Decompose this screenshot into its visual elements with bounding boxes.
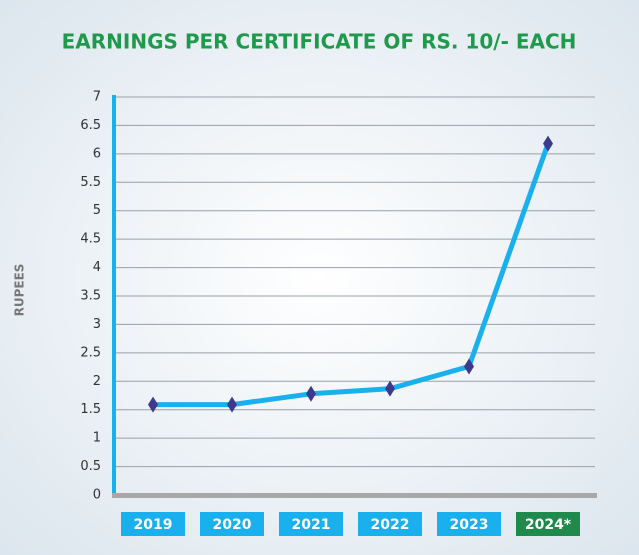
line [153,142,551,408]
y-tick-label: 7 [93,90,101,105]
y-tick-label: 6.5 [80,118,101,133]
y-tick-label: 2 [93,374,101,389]
y-tick-label: 6 [93,146,101,161]
x-axis [112,493,597,498]
y-tick-label: 1 [93,431,101,446]
x-tick-box [437,512,501,536]
x-tick-box [121,512,185,536]
y-tick-label: 1.5 [80,402,101,417]
marker [543,135,553,152]
y-tick-label: 5.5 [80,175,101,190]
marker [148,396,158,413]
marker [464,358,474,375]
x-tick-box [516,512,580,536]
y-tick-label: 3.5 [80,289,101,304]
chart-title: EARNINGS PER CERTIFICATE OF RS. 10/- EAC… [62,30,577,54]
y-axis-label: RUPEES [13,264,27,317]
y-tick-label: 5 [93,203,101,218]
x-tick-box [358,512,422,536]
y-tick-label: 2.5 [80,345,101,360]
x-tick-label: 2024* [525,517,572,533]
x-tick-box [200,512,264,536]
x-tick-label: 2021 [292,517,331,533]
marker [306,385,316,402]
marker [385,380,395,397]
x-tick-label: 2020 [213,517,252,533]
x-tick-label: 2019 [134,517,173,533]
y-tick-label: 0.5 [80,459,101,474]
x-tick-box [279,512,343,536]
y-tick-label: 4 [93,260,101,275]
y-tick-label: 0 [93,488,101,503]
x-tick-label: 2022 [371,517,410,533]
y-tick-label: 3 [93,317,101,332]
x-tick-label: 2023 [450,517,489,533]
y-tick-label: 4.5 [80,232,101,247]
marker [227,396,237,413]
